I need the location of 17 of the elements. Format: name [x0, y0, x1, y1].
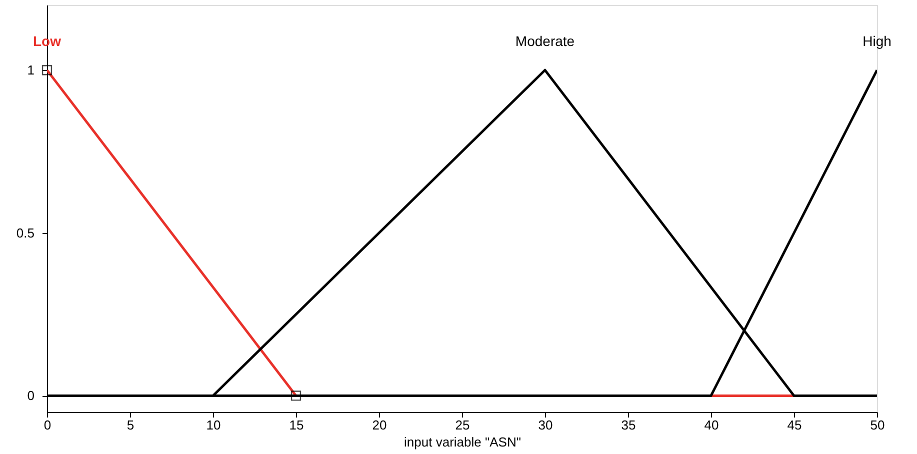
x-tick-label: 15	[289, 418, 304, 432]
y-tick-label: 0.5	[16, 225, 34, 240]
x-tick-label: 5	[126, 418, 134, 432]
x-tick-label: 25	[455, 418, 470, 432]
x-tick-label: 0	[44, 418, 52, 432]
x-tick-label: 35	[621, 418, 636, 432]
x-tick-label: 30	[538, 418, 553, 432]
x-tick-label: 50	[870, 418, 885, 432]
x-tick-label: 10	[206, 418, 221, 432]
text: Moderate	[515, 33, 575, 50]
x-tick-label: 20	[372, 418, 387, 432]
series-label: High	[862, 33, 892, 50]
x-tick-label: 45	[787, 418, 802, 432]
x-axis-title: input variable "ASN"	[404, 434, 522, 450]
y-tick-label: 0	[27, 388, 34, 404]
x-tick-label: 40	[704, 418, 719, 432]
y-tick-label: 1	[27, 62, 34, 78]
